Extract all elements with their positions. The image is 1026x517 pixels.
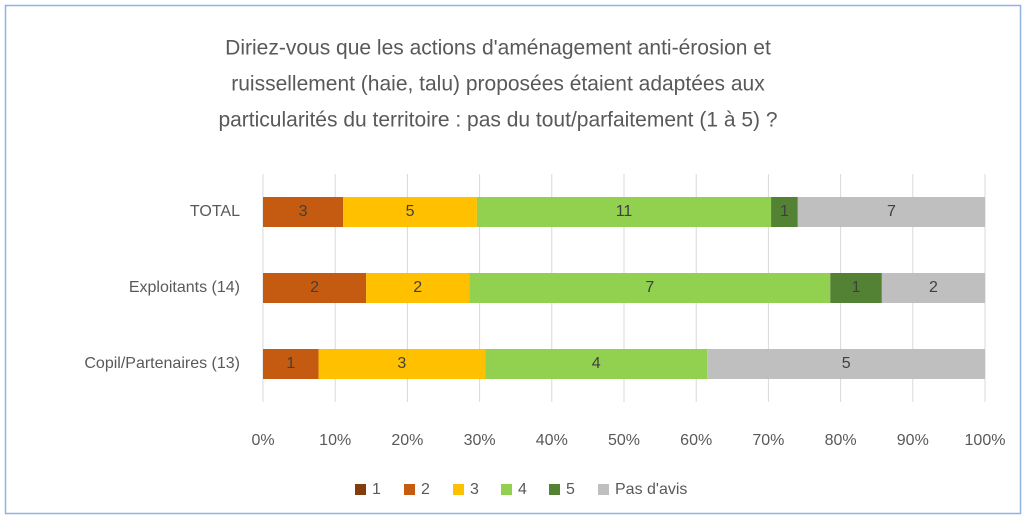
data-label: 7: [645, 279, 654, 296]
legend-label: Pas d'avis: [615, 481, 687, 498]
chart-title: particularités du territoire : pas du to…: [218, 109, 777, 132]
x-tick-label: 20%: [391, 432, 423, 449]
legend-swatch: [404, 484, 415, 495]
legend-swatch: [549, 484, 560, 495]
y-tick-label: Exploitants (14): [129, 279, 240, 296]
x-tick-label: 80%: [825, 432, 857, 449]
bar-segment: [318, 349, 486, 379]
data-label: 3: [397, 355, 406, 372]
legend-swatch: [598, 484, 609, 495]
x-tick-label: 60%: [680, 432, 712, 449]
bar-segment: [343, 197, 477, 227]
bar-segment: [881, 273, 985, 303]
bar-segment: [263, 349, 319, 379]
legend-label: 4: [518, 481, 527, 498]
data-label: 11: [616, 203, 633, 220]
data-label: 2: [310, 279, 319, 296]
data-label: 2: [929, 279, 938, 296]
y-tick-label: Copil/Partenaires (13): [84, 355, 240, 372]
bar-segment: [771, 197, 798, 227]
data-label: 2: [413, 279, 422, 296]
chart-border: [4, 4, 1022, 515]
legend-label: 1: [372, 481, 381, 498]
data-label: 1: [286, 355, 295, 372]
legend-label: 2: [421, 481, 430, 498]
bar-segment: [830, 273, 882, 303]
legend-swatch: [453, 484, 464, 495]
legend-label: 3: [470, 481, 479, 498]
x-tick-label: 70%: [752, 432, 784, 449]
x-tick-label: 10%: [319, 432, 351, 449]
bar-segment: [707, 349, 985, 379]
data-label: 1: [780, 203, 789, 220]
bar-segment: [263, 273, 367, 303]
x-tick-label: 0%: [251, 432, 274, 449]
bar-segment: [476, 197, 772, 227]
chart-title: ruissellement (haie, talu) proposées éta…: [231, 73, 765, 96]
y-tick-label: TOTAL: [190, 203, 240, 220]
data-label: 7: [887, 203, 896, 220]
bar-segment: [485, 349, 708, 379]
x-tick-label: 40%: [536, 432, 568, 449]
data-label: 3: [299, 203, 308, 220]
data-label: 5: [406, 203, 415, 220]
data-label: 1: [852, 279, 861, 296]
x-tick-label: 100%: [965, 432, 1006, 449]
x-tick-label: 30%: [464, 432, 496, 449]
bar-segment: [797, 197, 985, 227]
legend-swatch: [501, 484, 512, 495]
data-label: 4: [592, 355, 601, 372]
x-tick-label: 50%: [608, 432, 640, 449]
x-tick-label: 90%: [897, 432, 929, 449]
legend-swatch: [355, 484, 366, 495]
bar-segment: [469, 273, 831, 303]
bar-segment: [366, 273, 470, 303]
bar-segment: [263, 197, 344, 227]
data-label: 5: [842, 355, 851, 372]
legend-label: 5: [566, 481, 575, 498]
chart-title: Diriez-vous que les actions d'aménagemen…: [225, 37, 771, 60]
